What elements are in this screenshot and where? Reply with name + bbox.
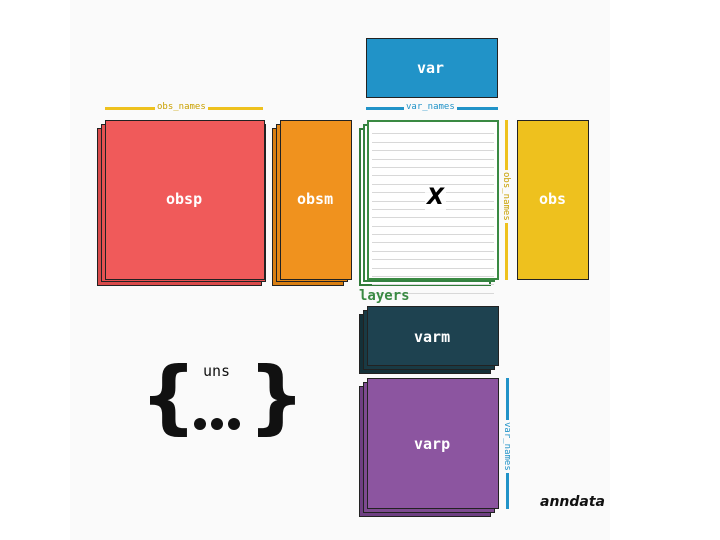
obs-names-side-label: obs_names (501, 170, 511, 223)
uns-dot-2 (211, 418, 223, 430)
var-box: var (366, 38, 498, 98)
var-names-top-label: var_names (404, 102, 457, 112)
obs-box: obs (517, 120, 589, 280)
uns-label: uns (203, 362, 231, 380)
x-label: X (425, 185, 446, 210)
obsp-label: obsp (166, 190, 203, 208)
varp-box: varp (367, 378, 499, 509)
uns-open-brace: { (140, 350, 197, 443)
varm-box: varm (367, 306, 499, 366)
varm-label: varm (414, 328, 451, 346)
obsp-box: obsp (105, 120, 265, 280)
obsm-label: obsm (297, 190, 334, 208)
uns-close-brace: } (248, 350, 305, 443)
var-names-side-label: var_names (502, 420, 512, 473)
anndata-brand: anndata (540, 494, 605, 510)
x-matrix: X (367, 120, 499, 294)
layers-label: layers (359, 288, 410, 304)
var-label: var (417, 59, 445, 77)
obsm-box: obsm (280, 120, 352, 280)
obs-names-top-label: obs_names (155, 102, 208, 112)
obs-label: obs (539, 190, 567, 208)
uns-dot-3 (228, 418, 240, 430)
x-data-table (372, 126, 494, 294)
uns-dot-1 (194, 418, 206, 430)
varp-label: varp (414, 435, 451, 453)
